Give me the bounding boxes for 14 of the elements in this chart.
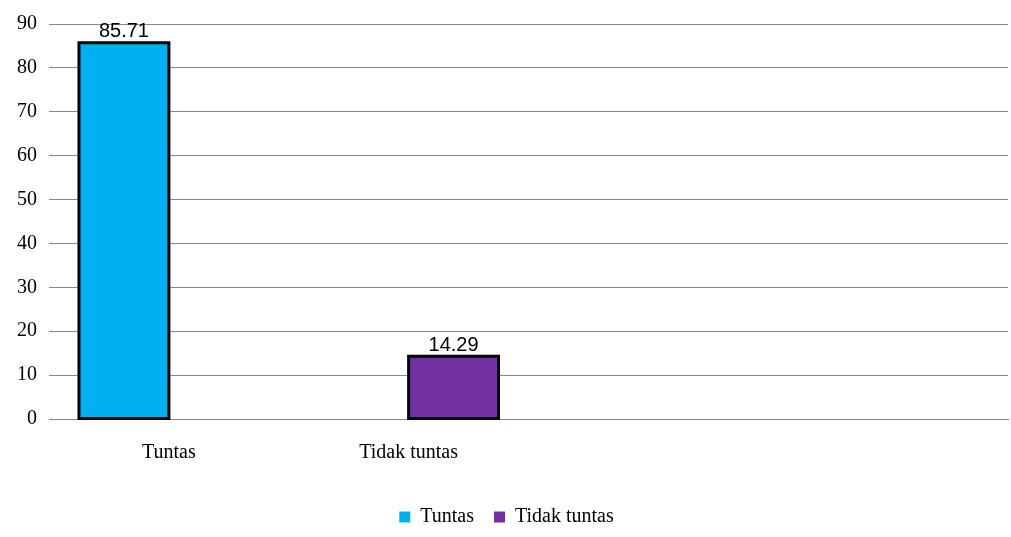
y-tick-label: 70 bbox=[17, 99, 37, 122]
data-label: 85.71 bbox=[98, 19, 149, 42]
y-tick-label: 50 bbox=[17, 186, 37, 209]
legend-label: Tuntas bbox=[420, 504, 475, 527]
y-tick-label: 20 bbox=[17, 318, 37, 341]
legend-label: Tidak tuntas bbox=[515, 504, 614, 527]
y-tick-label: 10 bbox=[17, 362, 37, 385]
data-label: 14.29 bbox=[428, 332, 479, 355]
y-tick-label: 30 bbox=[17, 274, 37, 297]
y-tick-label: 80 bbox=[17, 55, 37, 78]
y-tick-label: 40 bbox=[17, 230, 37, 253]
y-tick-label: 0 bbox=[27, 406, 37, 429]
y-tick-label: 60 bbox=[17, 142, 37, 165]
y-tick-label: 90 bbox=[17, 11, 37, 34]
